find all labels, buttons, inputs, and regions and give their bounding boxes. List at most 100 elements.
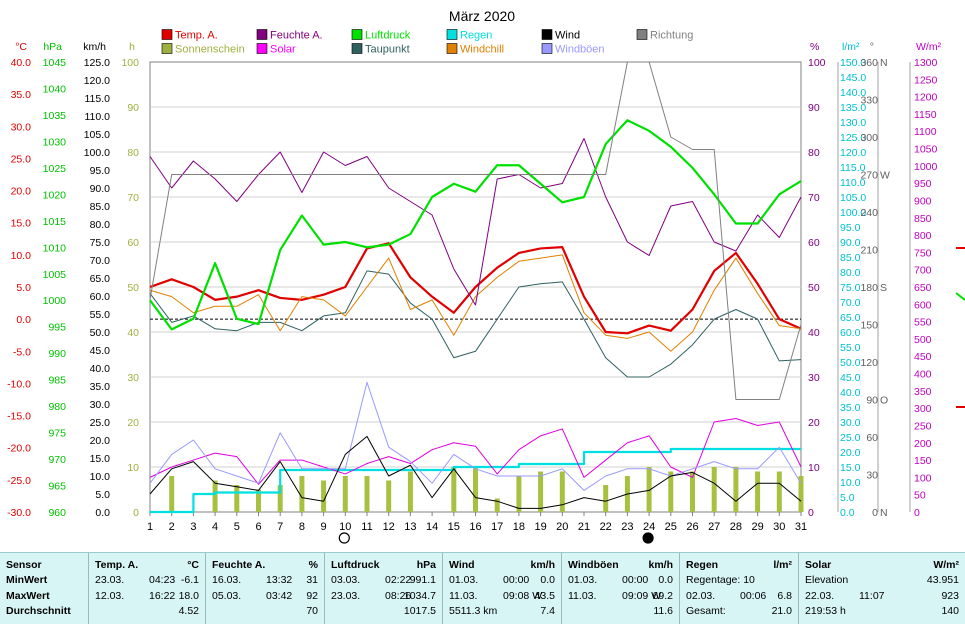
y-tick-label-rain: 55.0 [840, 342, 861, 354]
y-tick-label-dirl: N [880, 57, 888, 69]
y-tick-label-temp: -30.0 [7, 507, 31, 519]
y-tick-label-rain: 30.0 [840, 417, 861, 429]
chart-title: März 2020 [449, 8, 515, 24]
y-tick-label-solar: 100 [914, 472, 932, 484]
y-tick-label-solar: 700 [914, 265, 932, 277]
y-tick-label-wind: 75.0 [90, 237, 111, 249]
sunshine-bar [559, 471, 565, 512]
stats-date: 02.03. [686, 589, 716, 602]
stats-unit: hPa [416, 559, 436, 571]
y-tick-label-solar: 1200 [914, 92, 938, 104]
legend-label: Feuchte A. [270, 30, 323, 42]
x-tick-label: 25 [665, 521, 677, 533]
y-tick-label-wind: 10.0 [90, 471, 111, 483]
y-tick-label-temp: 35.0 [11, 89, 32, 101]
stats-row: 5511.3 km 7.4 [449, 604, 555, 619]
y-tick-label-press: 1040 [43, 83, 67, 95]
y-tick-label-solar: 800 [914, 230, 932, 242]
series-line-windchill [149, 254, 802, 352]
stats-date: 16.03. [212, 574, 242, 587]
stats-row: 4.52 [95, 604, 199, 619]
stats-title: Temp. A. [95, 559, 139, 571]
y-tick-label-rain: 40.0 [840, 387, 861, 399]
y-tick-label-solar: 350 [914, 386, 932, 398]
stats-date: 11.03. [449, 589, 478, 602]
stats-row: 23.03. 04:23 -6.1 [95, 573, 199, 588]
x-tick-label: 24 [643, 521, 655, 533]
y-tick-label-rain: 80.0 [840, 267, 861, 279]
stats-date: Elevation [805, 574, 849, 587]
stats-value: 69.2 [652, 589, 673, 602]
y-tick-label-hum: 80 [808, 147, 820, 159]
x-tick-label: 31 [795, 521, 807, 533]
stats-time: 04:23 [149, 574, 176, 587]
sunshine-bar [342, 476, 348, 512]
stats-row: Regentage: 10 [686, 573, 792, 588]
y-tick-label-sun: 90 [127, 102, 139, 114]
stats-time: 16:22 [149, 589, 176, 602]
y-tick-label-press: 1020 [43, 189, 67, 201]
sunshine-bar [776, 471, 782, 512]
y-tick-label-press: 980 [48, 401, 66, 413]
x-tick-label: 17 [491, 521, 503, 533]
x-tick-label: 30 [773, 521, 785, 533]
sunshine-bar [451, 467, 457, 512]
y-tick-label-solar: 900 [914, 195, 932, 207]
y-tick-label-press: 1030 [43, 136, 67, 148]
sunshine-bar [234, 485, 240, 512]
y-tick-label-temp: 30.0 [11, 121, 32, 133]
legend-label: Temp. A. [175, 30, 218, 42]
stats-header: Temp. A. °C [95, 558, 199, 573]
legend-swatch [541, 29, 553, 40]
legend-label: Sonnenschein [175, 44, 245, 56]
y-tick-label-sun: 80 [127, 147, 139, 159]
y-tick-label-solar: 1300 [914, 57, 938, 69]
sunshine-bar [299, 476, 305, 512]
x-tick-label: 14 [426, 521, 438, 533]
y-tick-label-solar: 600 [914, 299, 932, 311]
x-tick-label: 9 [321, 521, 327, 533]
legend-label: Taupunkt [365, 44, 410, 56]
axis-unit-press: hPa [43, 41, 62, 53]
y-tick-label-rain: 125.0 [840, 132, 866, 144]
y-tick-label-rain: 25.0 [840, 432, 861, 444]
sunshine-bar [755, 471, 761, 512]
x-tick-label: 20 [556, 521, 568, 533]
stats-date: 01.03. [568, 574, 598, 587]
y-tick-label-dir: 360 [860, 57, 878, 69]
y-tick-label-hum: 30 [808, 372, 820, 384]
axis-unit-solar: W/m² [916, 41, 942, 53]
weather-chart: 40.035.030.025.020.015.010.05.00.0-5.0-1… [7, 8, 965, 544]
y-tick-label-wind: 100.0 [84, 147, 110, 159]
series-line-solar [149, 418, 802, 485]
y-tick-label-wind: 115.0 [85, 93, 111, 105]
y-tick-label-dir: 240 [860, 207, 878, 219]
legend-label: Windböen [555, 44, 605, 56]
stats-row: Durchschnitt [6, 604, 82, 619]
legend-label: Luftdruck [365, 30, 411, 42]
stats-column: Sensor MinWert MaxWert Durchschnitt [0, 553, 88, 624]
sunshine-bar [321, 480, 327, 512]
sunshine-bar [733, 467, 739, 512]
y-tick-label-wind: 20.0 [90, 435, 111, 447]
y-tick-label-rain: 150.0 [840, 57, 866, 69]
stats-date: 5511.3 km [449, 604, 498, 617]
axis-unit-wind: km/h [83, 41, 106, 53]
y-tick-label-press: 1000 [43, 295, 67, 307]
y-tick-label-wind: 95.0 [90, 165, 111, 177]
legend-swatch [256, 43, 268, 54]
legend-label: Regen [460, 30, 492, 42]
y-tick-label-hum: 100 [808, 57, 826, 69]
legend-label: Wind [555, 30, 580, 42]
stats-unit: °C [187, 559, 199, 571]
stats-column: Luftdruck hPa 03.03. 02:22 991.1 23.03. 08:26 1… [324, 553, 442, 624]
y-tick-label-solar: 950 [914, 178, 932, 190]
y-tick-label-press: 1025 [43, 163, 67, 175]
series-line-wind [149, 435, 802, 509]
y-tick-label-press: 1005 [43, 269, 67, 281]
stats-title: Solar [805, 559, 832, 571]
y-tick-label-rain: 65.0 [840, 312, 861, 324]
y-tick-label-solar: 850 [914, 213, 932, 225]
stats-date: 11.03. [568, 589, 597, 602]
